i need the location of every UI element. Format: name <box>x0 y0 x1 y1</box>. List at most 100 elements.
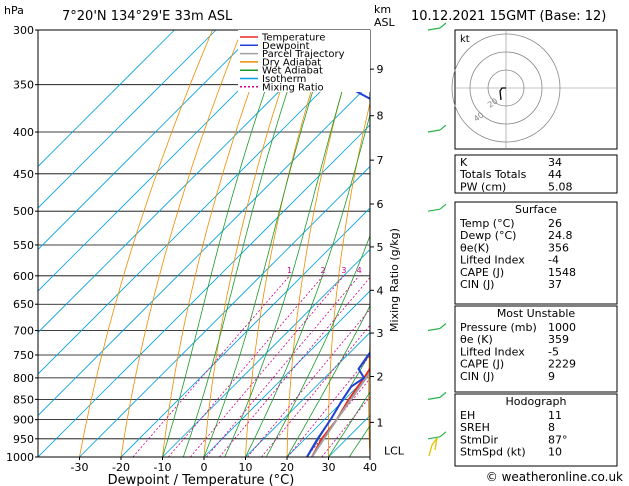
stat-value: 359 <box>548 333 569 346</box>
isotherm-line <box>38 30 175 168</box>
isotherm-line <box>245 331 370 457</box>
mixing-ratio-label: 20 <box>448 266 458 275</box>
stat-value: 356 <box>548 241 569 254</box>
dry-adiabat-line <box>162 30 272 457</box>
footer-credit: © weatheronline.co.uk <box>486 470 623 484</box>
stat-value: 37 <box>548 278 562 291</box>
pressure-tick-label: 900 <box>13 414 34 427</box>
stat-label: K <box>460 156 468 169</box>
wind-barb <box>427 129 441 133</box>
location-title: 7°20'N 134°29'E 33m ASL <box>62 9 233 24</box>
stat-value: 2229 <box>548 358 576 371</box>
isotherm-line <box>203 290 370 457</box>
isotherm-line <box>38 30 258 251</box>
surface-title: Surface <box>515 203 557 216</box>
pressure-tick-label: 950 <box>13 433 34 446</box>
wind-barb <box>427 396 441 400</box>
axes: 3003504004505005506006507007508008509009… <box>6 24 405 474</box>
stat-label: Totals Totals <box>459 168 527 181</box>
legend-box <box>238 30 370 92</box>
sounding-profiles <box>304 33 370 457</box>
wind-barb-flag <box>439 22 447 29</box>
stats-box-surface <box>454 201 618 305</box>
stats-box-hodograph <box>454 393 618 467</box>
mixing-ratio-label: 3 <box>341 266 346 275</box>
stat-label: PW (cm) <box>460 180 506 193</box>
mixing-ratio-axis-title: Mixing Ratio (g/kg) <box>388 228 401 332</box>
temperature-tick-label: 10 <box>239 461 253 474</box>
stat-value: 34 <box>548 156 562 169</box>
isotherm-line <box>38 124 370 457</box>
series-dewpoint <box>304 33 370 457</box>
dry-adiabat-line <box>408 30 448 457</box>
stat-label: Pressure (mb) <box>460 321 537 334</box>
legend-label: Dewpoint <box>262 41 310 52</box>
stat-label: Lifted Index <box>460 254 525 267</box>
stat-value: -4 <box>548 254 559 267</box>
km-tick-label: 2 <box>377 371 384 384</box>
km-tick-label: 3 <box>377 327 384 340</box>
stat-value: 8 <box>548 421 555 434</box>
wet-adiabat-line <box>162 30 287 457</box>
lcl-label: LCL <box>384 444 405 457</box>
mixing-ratio-line <box>219 276 370 457</box>
temperature-tick-label: -10 <box>154 461 172 474</box>
stats-panel: K 34 Totals Totals 44 PW (cm) 5.08 SurfaceTemp… <box>454 154 618 467</box>
hodograph-unit: kt <box>460 34 470 45</box>
km-label: km <box>374 3 391 16</box>
isotherm-line <box>162 248 370 457</box>
pressure-tick-label: 450 <box>13 168 34 181</box>
isotherm-line <box>79 165 370 457</box>
temperature-tick-label: 0 <box>201 461 208 474</box>
dry-adiabat-line <box>619 30 629 457</box>
pressure-tick-label: 500 <box>13 205 34 218</box>
km-tick-label: 8 <box>377 110 384 123</box>
km-tick-label: 4 <box>377 284 384 297</box>
wet-adiabat-line <box>286 305 370 457</box>
hodograph-stats-title: Hodograph <box>506 395 567 408</box>
asl-label: ASL <box>374 16 396 29</box>
dry-adiabat-line <box>328 101 370 457</box>
pressure-tick-label: 850 <box>13 393 34 406</box>
stat-label: SREH <box>460 421 490 434</box>
isotherm-line <box>38 30 341 334</box>
pressure-tick-label: 350 <box>13 79 34 92</box>
mixing-ratio-line <box>190 275 345 457</box>
wet-adiabat-line <box>245 113 370 457</box>
pressure-tick-label: 600 <box>13 270 34 283</box>
mixing-ratio-line <box>132 275 290 457</box>
temperature-tick-label: -30 <box>71 461 89 474</box>
background-lines: 1 2 3 4 5 8 10 15 20 25 <box>38 30 629 457</box>
stat-label: StmSpd (kt) <box>460 446 526 459</box>
stat-label: Lifted Index <box>460 345 525 358</box>
unstable-title: Most Unstable <box>497 307 576 320</box>
stat-value: 1000 <box>548 321 576 334</box>
km-tick-label: 5 <box>377 241 384 254</box>
legend-label: Dry Adiabat <box>262 57 321 68</box>
datetime-title: 10.12.2021 15GMT (Base: 12) <box>411 9 606 24</box>
pressure-tick-label: 400 <box>13 126 34 139</box>
mixing-ratio-label: 5 <box>369 266 374 275</box>
hpa-label: hPa <box>4 4 24 17</box>
stat-value: 87° <box>548 433 568 446</box>
wind-barb-flag <box>439 431 447 438</box>
km-tick-label: 7 <box>377 154 384 167</box>
dry-adiabat-line <box>79 30 213 457</box>
stat-label: CIN (J) <box>460 370 494 383</box>
dry-adiabat-line <box>245 30 331 457</box>
stat-value: 26 <box>548 217 562 230</box>
stats-box-unstable <box>454 305 618 393</box>
stat-value: 10 <box>548 446 562 459</box>
wind-barb-flag <box>439 323 447 329</box>
wind-barb-flag <box>439 124 447 131</box>
legend-label: Wet Adiabat <box>262 66 323 77</box>
legend-label: Mixing Ratio <box>262 82 324 93</box>
dry-adiabat-line <box>368 332 370 457</box>
hodograph-trace <box>499 87 506 101</box>
dry-adiabat-line <box>203 30 302 457</box>
stat-value: 24.8 <box>548 229 573 242</box>
mixing-ratio-line <box>287 355 370 457</box>
